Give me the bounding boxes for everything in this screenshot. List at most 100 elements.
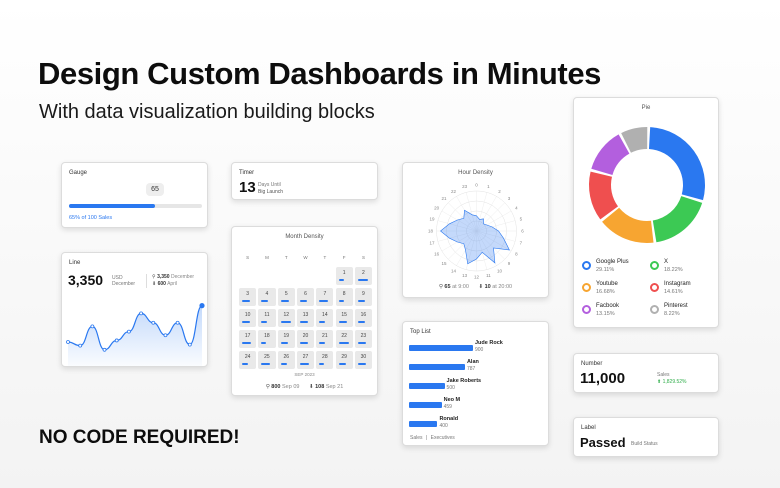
pie-legend-item[interactable]: Facbook 13.15%	[582, 302, 648, 322]
month-legend-min-label: Sep 21	[325, 384, 344, 390]
top-list-card[interactable]: Top List Jude Rock 900 Alan 787 Jake Roberts…	[402, 321, 549, 446]
day-cell[interactable]: 2	[354, 267, 373, 285]
day-cell[interactable]: 1	[335, 267, 353, 285]
weekday-label: T	[284, 255, 288, 260]
gauge-fill	[69, 204, 156, 208]
line-point[interactable]	[66, 340, 70, 344]
pie-legend-item[interactable]: Google Plus 29.11%	[582, 258, 648, 278]
day-cell[interactable]: 15	[335, 309, 353, 327]
day-number: 4	[265, 291, 269, 297]
day-density-bar	[280, 321, 291, 323]
timer-card[interactable]: Timer 13 Days Until Big Launch	[231, 162, 378, 200]
day-cell[interactable]: 19	[277, 330, 295, 348]
list-item[interactable]: Jake Roberts 500	[409, 376, 544, 394]
line-point[interactable]	[187, 342, 192, 347]
day-cell[interactable]: 13	[296, 309, 315, 327]
line-point[interactable]	[102, 347, 107, 352]
day-cell[interactable]: 9	[354, 288, 373, 306]
day-cell[interactable]: 22	[335, 330, 353, 348]
day-number: 14	[322, 312, 328, 318]
day-density-bar	[242, 321, 250, 323]
number-card[interactable]: Number 11,000 Sales ⬆ 1,829.52%	[573, 353, 719, 393]
day-cell[interactable]: 10	[239, 309, 257, 327]
gauge-card[interactable]: Gauge 65 65% of 100 Sales	[61, 162, 208, 228]
day-number: 29	[341, 354, 347, 360]
day-cell[interactable]: 8	[335, 288, 353, 306]
radar-spoke	[476, 230, 488, 270]
day-cell[interactable]: 16	[354, 309, 373, 327]
line-point[interactable]	[199, 303, 205, 309]
day-cell[interactable]: 6	[296, 288, 315, 306]
radar-hour-label: 12	[474, 275, 480, 280]
day-density-bar	[242, 300, 250, 302]
line-point[interactable]	[90, 324, 95, 329]
line-area	[68, 305, 202, 366]
line-point[interactable]	[78, 343, 83, 348]
day-density-bar	[357, 342, 366, 344]
day-cell[interactable]: 25	[258, 351, 276, 369]
line-value: 3,350	[68, 272, 104, 288]
day-number: 23	[360, 333, 367, 339]
list-item-name: Neo M	[443, 397, 461, 403]
day-cell[interactable]: 28	[316, 351, 334, 369]
label-caption: Build Status	[631, 441, 658, 447]
day-cell[interactable]: 23	[354, 330, 373, 348]
pie-legend-item[interactable]: X 18.22%	[650, 258, 716, 278]
pie-legend-item[interactable]: Instagram 14.61%	[650, 280, 716, 300]
pie-slice[interactable]	[652, 196, 703, 243]
pie-legend-pct: 18.22%	[664, 267, 683, 273]
list-item[interactable]: Neo M 459	[409, 395, 544, 413]
day-cell[interactable]: 29	[335, 351, 353, 369]
pie-slice[interactable]	[648, 127, 705, 201]
pie-slice[interactable]	[602, 207, 654, 243]
day-density-bar	[338, 279, 345, 281]
day-cell[interactable]: 14	[316, 309, 334, 327]
hour-density-card[interactable]: Hour Density 0 1 2 3 4 5 6 7 8 9 10 11 12 13 14 15 16 17 1…	[402, 162, 549, 298]
pie-slice[interactable]	[589, 171, 619, 220]
line-point[interactable]	[163, 333, 168, 338]
line-point[interactable]	[114, 338, 119, 343]
pie-slice[interactable]	[621, 127, 648, 153]
day-cell[interactable]: 4	[258, 288, 276, 306]
list-item[interactable]: Jude Rock 900	[409, 338, 544, 356]
day-density-bar	[357, 363, 366, 365]
day-cell[interactable]: 18	[258, 330, 276, 348]
list-item[interactable]: Ronald 400	[409, 414, 544, 432]
day-cell[interactable]: 21	[316, 330, 334, 348]
day-cell[interactable]: 20	[296, 330, 315, 348]
pie-legend-item[interactable]: Youtube 16.68%	[582, 280, 648, 300]
day-cell[interactable]: 12	[277, 309, 295, 327]
day-density-bar	[357, 300, 366, 302]
line-point[interactable]	[139, 311, 143, 316]
day-cell[interactable]: 26	[277, 351, 295, 369]
day-cell[interactable]: 5	[277, 288, 295, 306]
month-density-card[interactable]: Month Density S M T W T F S 1 2 3 4 5 6 7 8 9 10 11 12 13 14…	[231, 226, 378, 396]
list-item-name: Jude Rock	[475, 340, 503, 346]
day-cell[interactable]: 27	[296, 351, 315, 369]
month-legend-min-value: 108	[315, 384, 325, 390]
label-card[interactable]: Label Passed Build Status	[573, 417, 719, 457]
day-cell[interactable]: 11	[258, 309, 276, 327]
day-cell[interactable]: 17	[239, 330, 257, 348]
day-cell[interactable]: 30	[354, 351, 373, 369]
pie-legend-name: Youtube	[596, 281, 618, 287]
day-cell[interactable]: 7	[316, 288, 334, 306]
radar-spoke	[476, 192, 488, 232]
radar-spoke	[476, 202, 505, 232]
list-item-value: 400	[439, 423, 448, 429]
pie-legend-name: Instagram	[664, 281, 691, 287]
pie-legend-pct: 16.68%	[596, 289, 615, 295]
line-point[interactable]	[127, 329, 131, 334]
pie-legend-item[interactable]: Pinterest 8.22%	[650, 302, 716, 322]
line-point[interactable]	[175, 320, 180, 325]
day-cell[interactable]: 24	[239, 351, 257, 369]
line-card[interactable]: Line 3,350 USD December ⚲ 3,350 December…	[61, 252, 208, 367]
pie-slice[interactable]	[591, 134, 630, 175]
radar-spoke	[476, 230, 505, 260]
pie-card[interactable]: Pie Google Plus 29.11% X 18.22% Youtube 16.68…	[573, 97, 719, 328]
line-point[interactable]	[151, 320, 156, 325]
month-legend: ⚲ 800 Sep 09 ⬇ 108 Sep 21	[232, 384, 377, 390]
day-cell[interactable]: 3	[239, 288, 257, 306]
gauge-track	[69, 204, 202, 208]
list-item[interactable]: Alan 787	[409, 357, 544, 375]
